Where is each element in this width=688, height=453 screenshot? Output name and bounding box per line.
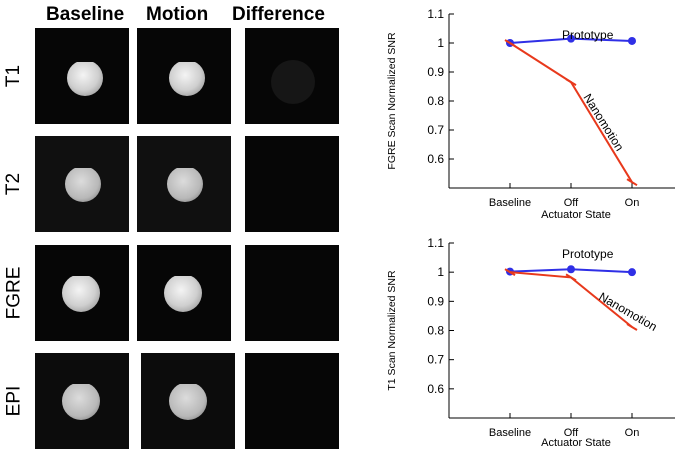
fgre-motion-image [137, 245, 231, 341]
y-tick-label: 1 [437, 265, 444, 279]
row-label-epi: EPI [3, 385, 24, 417]
series-point-prototype [628, 268, 636, 277]
t1-baseline-image [35, 28, 129, 124]
t1-snr-chart-svg: 0.6 0.7 0.8 0.9 1 1.1 Baseline Off On Actuator St… [386, 236, 675, 449]
y-tick-label: 0.8 [427, 324, 444, 338]
row-label-t2: T2 [3, 172, 24, 196]
series-label-prototype: Prototype [562, 247, 614, 261]
series-point-prototype [567, 34, 575, 43]
fgre-snr-chart: 0.6 0.7 0.8 0.9 1 1.1 Baseline Off On Actuator St… [378, 0, 688, 222]
column-header-motion: Motion [146, 4, 209, 25]
series-point-nanomotion [626, 178, 638, 187]
series-point-nanomotion [504, 39, 516, 47]
y-tick-label: 1 [437, 36, 444, 50]
t2-difference-image [245, 136, 339, 232]
series-line-nanomotion [509, 42, 633, 183]
t1-motion-image [137, 28, 231, 124]
y-axis-label: FGRE Scan Normalized SNR [386, 32, 398, 170]
series-label-nanomotion: Nanomotion [597, 289, 660, 333]
x-tick-label: Off [564, 427, 579, 439]
x-tick-label: Baseline [489, 427, 531, 439]
series-point-nanomotion [565, 78, 577, 87]
x-axis-label: Actuator State [541, 209, 611, 221]
series-point-nanomotion [626, 323, 638, 331]
series-label-prototype: Prototype [562, 28, 614, 42]
series-label-nanomotion: Nanomotion [580, 91, 626, 153]
row-label-t1: T1 [3, 64, 24, 88]
epi-motion-image [141, 353, 235, 449]
series-point-nanomotion [504, 268, 516, 277]
y-tick-label: 0.9 [427, 65, 444, 79]
series-point-prototype [567, 265, 575, 274]
y-tick-label: 0.9 [427, 294, 444, 308]
y-tick-label: 0.7 [427, 353, 444, 367]
t2-motion-image [137, 136, 231, 232]
series-point-nanomotion [565, 273, 577, 282]
t1-difference-image [245, 28, 339, 124]
fgre-difference-image [245, 245, 339, 341]
epi-baseline-image [35, 353, 129, 449]
fgre-snr-chart-svg: 0.6 0.7 0.8 0.9 1 1.1 Baseline Off On Actuator St… [386, 7, 675, 221]
fgre-baseline-image [35, 245, 129, 341]
column-header-difference: Difference [232, 4, 325, 25]
x-axis-label: Actuator State [541, 437, 611, 449]
y-tick-label: 0.7 [427, 123, 444, 137]
series-point-prototype [628, 36, 636, 45]
t2-baseline-image [35, 136, 129, 232]
y-tick-label: 0.6 [427, 152, 444, 166]
y-tick-label: 0.8 [427, 94, 444, 108]
y-tick-label: 1.1 [427, 236, 444, 250]
x-tick-label: Baseline [489, 197, 531, 209]
t1-snr-chart: 0.6 0.7 0.8 0.9 1 1.1 Baseline Off On Actuator St… [378, 228, 688, 453]
column-header-baseline: Baseline [46, 4, 125, 25]
epi-difference-image [245, 353, 339, 449]
y-tick-label: 1.1 [427, 7, 444, 21]
x-tick-label: On [625, 197, 640, 209]
x-tick-label: Off [564, 197, 579, 209]
x-tick-label: On [625, 427, 640, 439]
row-label-fgre: FGRE [3, 266, 24, 320]
y-tick-label: 0.6 [427, 382, 444, 396]
y-axis-label: T1 Scan Normalized SNR [386, 270, 398, 391]
